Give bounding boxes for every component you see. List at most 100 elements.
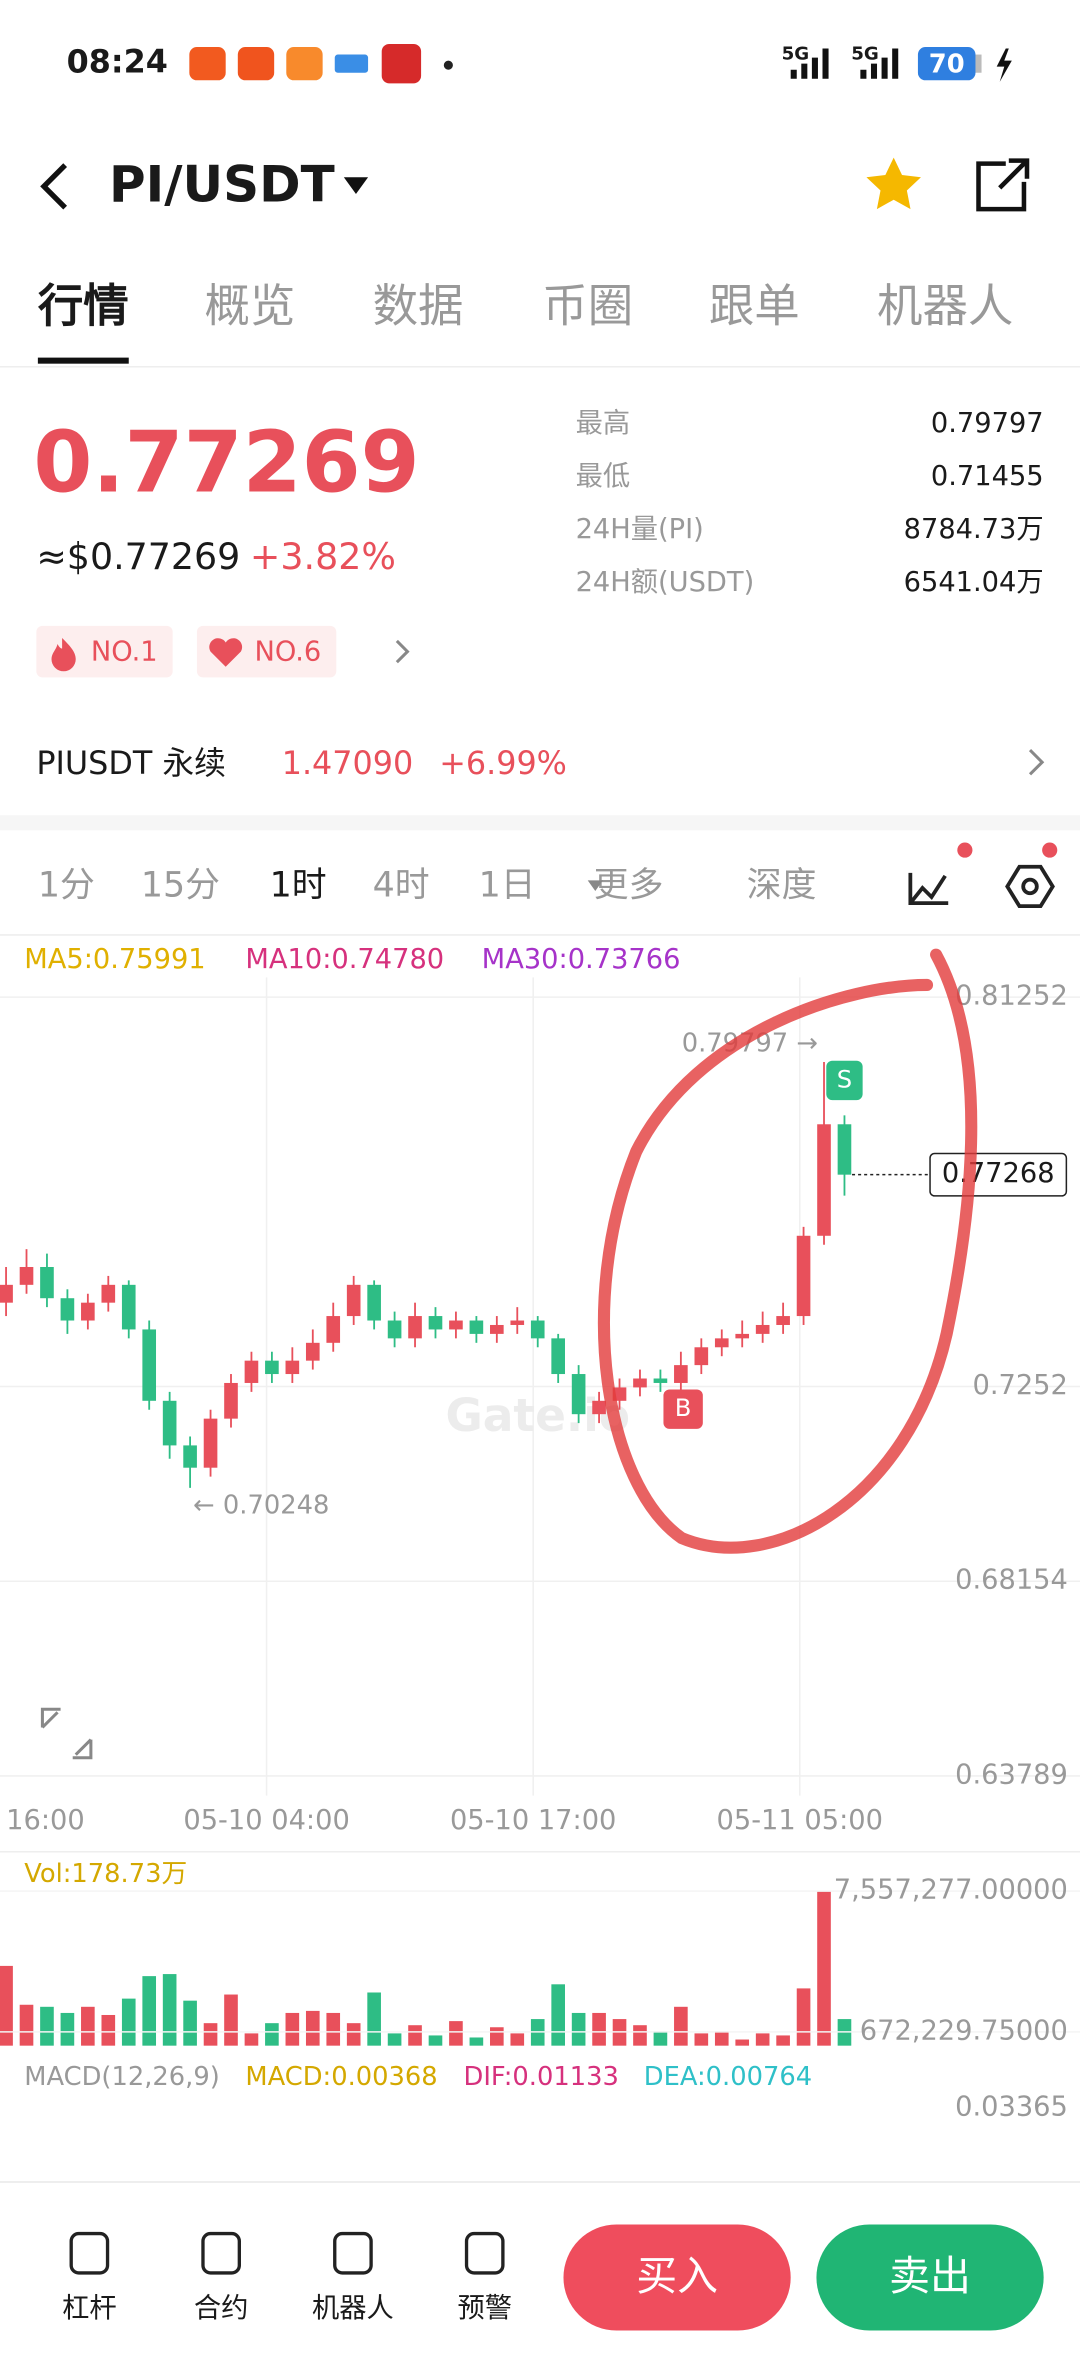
dot [443, 60, 453, 70]
nav-icon[interactable] [333, 2231, 373, 2275]
nav-icon[interactable] [201, 2231, 241, 2275]
candle-body [633, 1378, 647, 1388]
volume-bar [285, 2012, 300, 2046]
tab[interactable]: 跟单 [709, 280, 800, 333]
candle-body [530, 1320, 545, 1339]
interval[interactable]: 1日 [479, 865, 536, 905]
candle-body [490, 1324, 504, 1334]
volume-bar [796, 1988, 811, 2046]
volume-bar [408, 2025, 422, 2046]
settings-icon[interactable] [1005, 864, 1055, 909]
pair-title[interactable]: PI/USDT [109, 155, 335, 213]
volume-bar [162, 1974, 177, 2046]
badge-label: NO.6 [254, 637, 321, 668]
volume-bar [449, 2021, 463, 2046]
ma-legend: MA10:0.74780 [245, 944, 444, 975]
interval[interactable]: 1分 [38, 865, 95, 905]
volume-bar [40, 2006, 54, 2046]
fullscreen[interactable] [40, 1707, 93, 1760]
chevron[interactable] [395, 639, 410, 664]
volume-bar [305, 2010, 320, 2046]
network: 5G [782, 44, 810, 65]
candle-body [674, 1365, 688, 1383]
interval[interactable]: 更多 [594, 865, 664, 905]
signal [860, 48, 899, 79]
candle-body [755, 1324, 770, 1334]
indicator-icon[interactable] [908, 872, 949, 906]
interval[interactable]: 15分 [141, 865, 220, 905]
candle-body [469, 1320, 484, 1334]
tab[interactable]: 数据 [373, 280, 464, 333]
candle-body [837, 1124, 852, 1175]
tab[interactable]: 行情 [38, 280, 129, 333]
app-icon [189, 46, 226, 81]
volume-bar [510, 2033, 525, 2046]
interval[interactable]: 4时 [373, 865, 430, 905]
tab[interactable]: 币圈 [542, 280, 633, 333]
interval[interactable]: 1时 [270, 865, 327, 905]
interval[interactable]: 深度 [747, 865, 817, 905]
back[interactable] [40, 163, 68, 210]
buy-label[interactable]: 买入 [636, 2252, 718, 2300]
volume-bar [653, 2031, 668, 2046]
volume-bar [183, 2000, 197, 2046]
candle-body [326, 1316, 341, 1343]
sell-label[interactable]: 卖出 [889, 2252, 971, 2300]
candle-body [714, 1338, 729, 1348]
stat-value: 0.71455 [931, 461, 1044, 492]
candle-body [19, 1266, 34, 1285]
app-icon [381, 43, 422, 84]
dropdown[interactable] [343, 177, 369, 194]
macd-tick: 0.03365 [955, 2091, 1068, 2122]
battery-cap [975, 54, 982, 73]
volume-bar [592, 2012, 606, 2046]
sell-button[interactable] [816, 2224, 1044, 2331]
share[interactable] [976, 158, 1030, 212]
signal [790, 48, 829, 79]
nav-icon[interactable] [69, 2231, 110, 2275]
candle-body [244, 1360, 259, 1383]
app-icon [237, 46, 275, 81]
tab[interactable]: 概览 [204, 280, 295, 333]
volume-bar [674, 2006, 688, 2046]
stat-value: 6541.04万 [904, 567, 1044, 598]
candle-body [0, 1284, 13, 1303]
x-tick-label: 05-10 17:00 [450, 1805, 616, 1836]
candle-body [817, 1124, 831, 1236]
macd-label: MACD(12,26,9) [24, 2062, 220, 2092]
tab[interactable]: 机器人 [877, 280, 1013, 333]
nav-icon[interactable] [464, 2231, 505, 2275]
x-tick-label: 05-10 04:00 [183, 1805, 349, 1836]
candle-body [81, 1302, 95, 1321]
usd-price: ≈$0.77269 [36, 535, 240, 578]
favorite[interactable] [866, 157, 921, 210]
candle-body [796, 1235, 811, 1317]
separator [0, 815, 1080, 831]
y-tick-label: 0.68154 [955, 1565, 1068, 1596]
perp-name[interactable]: PIUSDT 永续 [36, 744, 226, 782]
volume-bar [735, 2039, 750, 2046]
nav-label[interactable]: 机器人 [312, 2293, 394, 2324]
volume-label: Vol:178.73万 [24, 1859, 187, 1889]
heart-icon [209, 638, 243, 667]
perp-price: 1.47090 [282, 744, 413, 782]
volume-bar [101, 2014, 116, 2046]
chevron[interactable] [1028, 749, 1045, 776]
nav-label[interactable]: 预警 [457, 2293, 512, 2324]
clock: 08:24 [67, 43, 168, 81]
volume-bar [776, 2035, 790, 2046]
candle-body [224, 1382, 238, 1419]
volume-bar [203, 2023, 218, 2046]
volume-bar [469, 2037, 484, 2046]
volume-bar [490, 2027, 504, 2046]
candle-body [510, 1320, 525, 1325]
sell-marker-label: S [837, 1064, 852, 1093]
buy-button[interactable] [563, 2224, 791, 2331]
y-tick-label: 0.81252 [955, 981, 1068, 1012]
sell-marker [826, 1060, 863, 1101]
candle-body [735, 1333, 750, 1339]
candle-body [265, 1360, 279, 1375]
nav-label[interactable]: 合约 [194, 2293, 249, 2324]
nav-label[interactable]: 杠杆 [62, 2293, 117, 2324]
dropdown[interactable] [587, 880, 603, 891]
